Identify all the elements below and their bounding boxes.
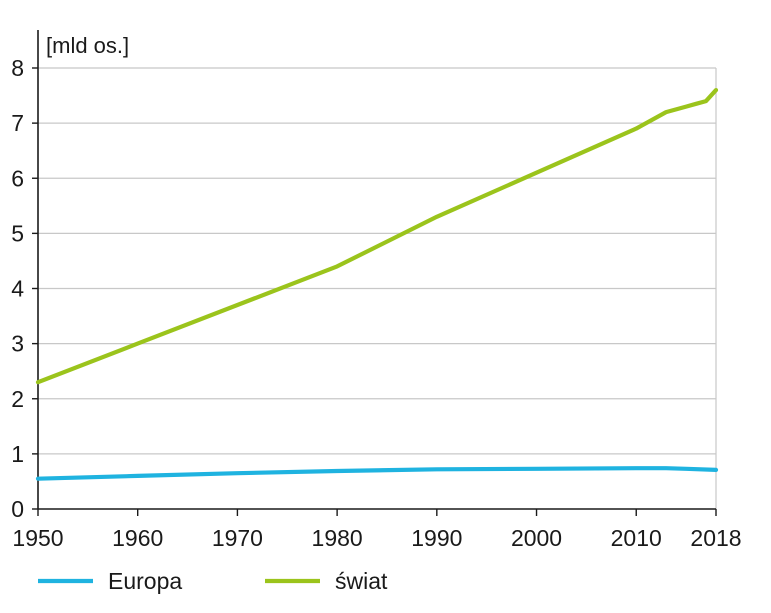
legend-label-0: Europa [108, 568, 182, 594]
y-tick-label-1: 1 [11, 441, 24, 467]
y-tick-label-2: 2 [11, 386, 24, 412]
series-line-0 [35, 466, 719, 481]
x-tick-label-2010: 2010 [611, 525, 662, 551]
y-tick-labels: 0 1 2 3 4 5 6 7 8 [11, 55, 24, 522]
legend-label-1: świat [335, 568, 388, 594]
x-tick-label-1960: 1960 [112, 525, 163, 551]
x-tick-label-2000: 2000 [511, 525, 562, 551]
y-tick-label-6: 6 [11, 165, 24, 191]
y-tick-label-8: 8 [11, 55, 24, 81]
y-tick-label-5: 5 [11, 220, 24, 246]
legend: Europa świat [38, 568, 388, 594]
y-tick-label-0: 0 [11, 496, 24, 522]
grid-lines [38, 67, 717, 509]
x-tick-label-1980: 1980 [312, 525, 363, 551]
y-axis-unit-label: [mld os.] [46, 33, 129, 58]
x-tick-labels: 1950 1960 1970 1980 1990 2000 2010 2018 [12, 525, 741, 551]
series-line-1 [35, 88, 719, 385]
x-tick-label-1990: 1990 [411, 525, 462, 551]
x-tick-label-2018: 2018 [690, 525, 741, 551]
y-tick-label-3: 3 [11, 331, 24, 357]
x-tick-label-1970: 1970 [212, 525, 263, 551]
axes [32, 30, 717, 516]
y-tick-label-4: 4 [11, 276, 24, 302]
x-tick-label-1950: 1950 [12, 525, 63, 551]
series-lines [35, 88, 719, 481]
y-tick-label-7: 7 [11, 110, 24, 136]
